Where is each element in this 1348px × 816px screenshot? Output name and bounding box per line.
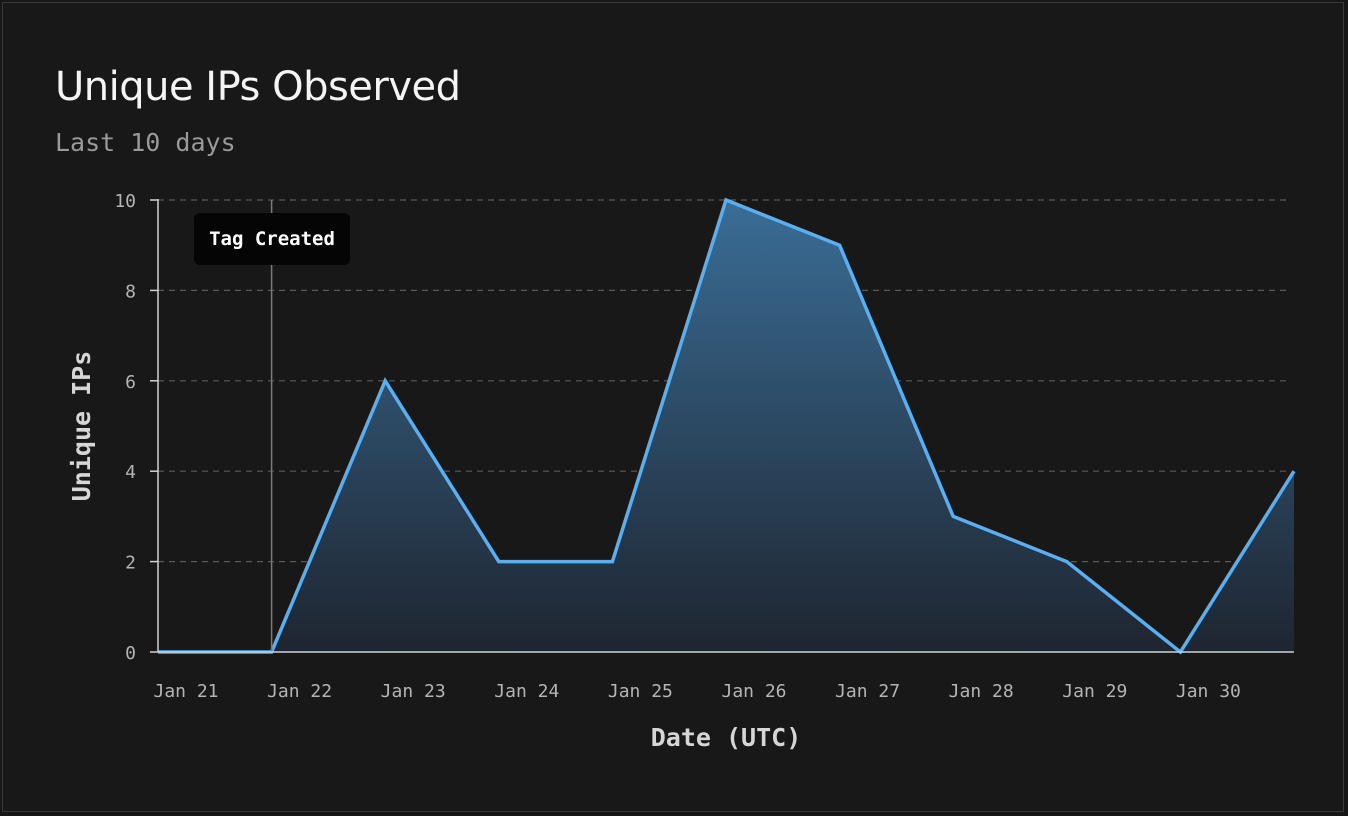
- area-fill: [158, 200, 1294, 652]
- x-axis-title: Date (UTC): [651, 723, 802, 752]
- x-tick-label: Jan 21: [153, 681, 218, 702]
- annotations: Tag Created: [194, 200, 350, 652]
- y-tick-label: 10: [114, 191, 136, 212]
- series-area: [158, 197, 1296, 655]
- x-tick-label: Jan 24: [494, 681, 559, 702]
- series-line: [158, 197, 1296, 655]
- y-tick-label: 2: [125, 553, 136, 574]
- x-tick-label: Jan 28: [949, 681, 1014, 702]
- axes: [150, 199, 1294, 653]
- x-tick-label: Jan 25: [608, 681, 673, 702]
- y-axis-title: Unique IPs: [67, 351, 96, 502]
- annotation-box: [194, 213, 350, 265]
- y-tick-label: 0: [125, 643, 136, 664]
- x-tick-label: Jan 22: [267, 681, 332, 702]
- x-tick-label: Jan 30: [1176, 681, 1241, 702]
- tick-labels: 0 2 4 6 8 10 Jan 21 Jan 22 Jan 23 Jan 24 Jan 25 Jan…: [67, 191, 1241, 752]
- y-tick-label: 4: [125, 462, 136, 483]
- annotation-label: Tag Created: [209, 228, 335, 250]
- x-tick-label: Jan 23: [381, 681, 446, 702]
- x-tick-label: Jan 26: [721, 681, 786, 702]
- chart-title: Unique IPs Observed: [55, 64, 461, 110]
- y-tick-label: 8: [125, 281, 136, 302]
- chart-subtitle: Last 10 days: [55, 128, 236, 157]
- x-tick-label: Jan 29: [1062, 681, 1127, 702]
- y-tick-label: 6: [125, 372, 136, 393]
- x-tick-label: Jan 27: [835, 681, 900, 702]
